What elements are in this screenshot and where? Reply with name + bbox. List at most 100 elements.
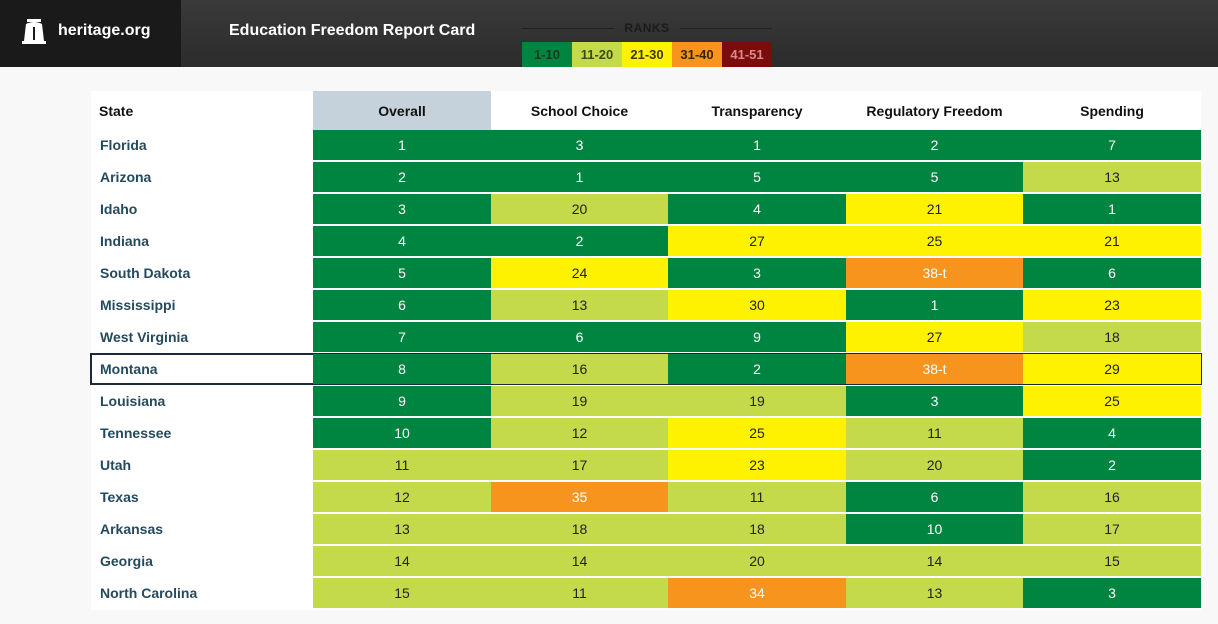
column-header-school-choice[interactable]: School Choice (530, 102, 629, 119)
state-name[interactable]: Texas (100, 489, 139, 505)
rank-cell-school-choice: 17 (491, 450, 668, 480)
rank-cell-overall: 8 (313, 354, 491, 384)
rank-cell-transparency: 34 (668, 578, 846, 608)
column-header-state[interactable]: State (99, 102, 134, 119)
rank-cell-transparency: 5 (668, 162, 846, 192)
table-row[interactable]: Texas 12 35 11 6 16 (91, 482, 1201, 512)
rank-cell-school-choice: 20 (491, 194, 668, 224)
rank-cell-regulatory-freedom: 3 (846, 386, 1023, 416)
rank-cell-school-choice: 6 (491, 322, 668, 352)
state-name[interactable]: North Carolina (100, 585, 198, 601)
rank-bucket-31-40: 31-40 (672, 42, 722, 67)
rank-cell-transparency: 20 (668, 546, 846, 576)
table-row[interactable]: South Dakota 5 24 3 38-t 6 (91, 258, 1201, 288)
state-name[interactable]: Idaho (100, 201, 138, 217)
rank-cell-overall: 4 (313, 226, 491, 256)
rank-cell-spending: 6 (1023, 258, 1201, 288)
rank-cell-overall: 13 (313, 514, 491, 544)
rank-cell-spending: 15 (1023, 546, 1201, 576)
table-row[interactable]: Mississippi 6 13 30 1 23 (91, 290, 1201, 320)
rank-cell-spending: 25 (1023, 386, 1201, 416)
report-card-table: State Overall School Choice Transparency… (90, 91, 1202, 610)
rank-cell-overall: 7 (313, 322, 491, 352)
column-header-regulatory-freedom[interactable]: Regulatory Freedom (866, 102, 1003, 119)
table-row[interactable]: West Virginia 7 6 9 27 18 (91, 322, 1201, 352)
rank-cell-spending: 7 (1023, 130, 1201, 160)
state-name[interactable]: Tennessee (100, 425, 172, 441)
rank-cell-school-choice: 1 (491, 162, 668, 192)
rank-cell-spending: 13 (1023, 162, 1201, 192)
rank-bucket-1-10: 1-10 (522, 42, 572, 67)
table-row[interactable]: Indiana 4 2 27 25 21 (91, 226, 1201, 256)
table-row[interactable]: Tennessee 10 12 25 11 4 (91, 418, 1201, 448)
rank-cell-spending: 2 (1023, 450, 1201, 480)
rank-cell-spending: 29 (1023, 354, 1201, 384)
rank-cell-spending: 16 (1023, 482, 1201, 512)
rank-cell-overall: 10 (313, 418, 491, 448)
state-name[interactable]: Louisiana (100, 393, 166, 409)
rank-cell-school-choice: 14 (491, 546, 668, 576)
column-header-overall[interactable]: Overall (313, 91, 491, 130)
rank-cell-transparency: 3 (668, 258, 846, 288)
rank-cell-overall: 2 (313, 162, 491, 192)
rank-cell-school-choice: 2 (491, 226, 668, 256)
rank-cell-transparency: 19 (668, 386, 846, 416)
rank-cell-school-choice: 24 (491, 258, 668, 288)
rank-cell-spending: 3 (1023, 578, 1201, 608)
state-name[interactable]: Georgia (100, 553, 153, 569)
state-name[interactable]: Arkansas (100, 521, 164, 537)
table-row[interactable]: Georgia 14 14 20 14 15 (91, 546, 1201, 576)
state-name[interactable]: South Dakota (100, 265, 191, 281)
rank-cell-overall: 11 (313, 450, 491, 480)
rank-cell-regulatory-freedom: 6 (846, 482, 1023, 512)
rank-cell-spending: 23 (1023, 290, 1201, 320)
rank-cell-transparency: 27 (668, 226, 846, 256)
state-name[interactable]: Montana (100, 361, 158, 377)
table-row[interactable]: Florida 1 3 1 2 7 (91, 130, 1201, 160)
table-row[interactable]: Utah 11 17 23 20 2 (91, 450, 1201, 480)
ranks-legend-chips: 1-10 11-20 21-30 31-40 41-51 (522, 42, 772, 67)
state-name[interactable]: Arizona (100, 169, 152, 185)
ranks-legend: RANKS 1-10 11-20 21-30 31-40 41-51 (522, 21, 772, 67)
rank-cell-school-choice: 19 (491, 386, 668, 416)
rank-cell-transparency: 30 (668, 290, 846, 320)
rank-cell-transparency: 11 (668, 482, 846, 512)
rank-cell-overall: 5 (313, 258, 491, 288)
rank-cell-spending: 18 (1023, 322, 1201, 352)
state-name[interactable]: Florida (100, 137, 147, 153)
rank-cell-overall: 14 (313, 546, 491, 576)
state-name[interactable]: Indiana (100, 233, 150, 249)
table-row[interactable]: Louisiana 9 19 19 3 25 (91, 386, 1201, 416)
rank-cell-transparency: 18 (668, 514, 846, 544)
rank-cell-overall: 6 (313, 290, 491, 320)
rank-cell-regulatory-freedom: 21 (846, 194, 1023, 224)
table-row[interactable]: Arkansas 13 18 18 10 17 (91, 514, 1201, 544)
rank-cell-overall: 1 (313, 130, 491, 160)
table-row[interactable]: Arizona 2 1 5 5 13 (91, 162, 1201, 192)
rank-bucket-41-51: 41-51 (722, 42, 772, 67)
state-name[interactable]: Mississippi (100, 297, 176, 313)
site-logo[interactable]: heritage.org (0, 0, 181, 67)
rank-cell-regulatory-freedom: 2 (846, 130, 1023, 160)
rank-cell-transparency: 25 (668, 418, 846, 448)
state-name[interactable]: West Virginia (100, 329, 189, 345)
table-row[interactable]: Montana 8 16 2 38-t 29 (90, 353, 1202, 385)
state-name[interactable]: Utah (100, 457, 132, 473)
table-row[interactable]: Idaho 3 20 4 21 1 (91, 194, 1201, 224)
rank-cell-school-choice: 35 (491, 482, 668, 512)
rank-cell-school-choice: 12 (491, 418, 668, 448)
table-row[interactable]: North Carolina 15 11 34 13 3 (91, 578, 1201, 608)
rank-cell-transparency: 9 (668, 322, 846, 352)
ranks-legend-title: RANKS (522, 21, 772, 35)
rank-cell-overall: 15 (313, 578, 491, 608)
column-header-transparency[interactable]: Transparency (711, 102, 803, 119)
rank-cell-overall: 3 (313, 194, 491, 224)
rank-cell-transparency: 2 (668, 354, 846, 384)
site-name: heritage.org (58, 22, 151, 39)
rank-cell-spending: 1 (1023, 194, 1201, 224)
rank-cell-overall: 9 (313, 386, 491, 416)
rank-cell-regulatory-freedom: 10 (846, 514, 1023, 544)
rank-cell-regulatory-freedom: 20 (846, 450, 1023, 480)
liberty-bell-icon (22, 19, 46, 44)
column-header-spending[interactable]: Spending (1080, 102, 1144, 119)
